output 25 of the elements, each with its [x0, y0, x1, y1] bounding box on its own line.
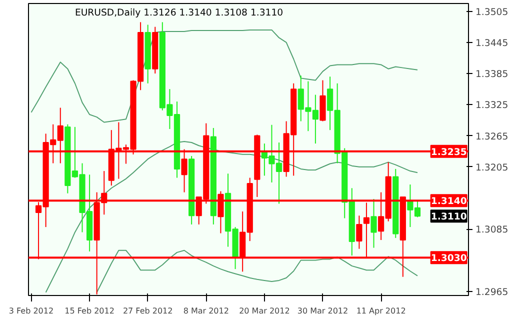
y-tick-label: 1.3205	[476, 162, 508, 174]
y-tick-label: 1.3265	[476, 131, 508, 142]
x-tick-label: 30 Mar 2012	[297, 306, 348, 316]
x-tick-label: 15 Feb 2012	[64, 306, 114, 316]
y-tick-label: 1.3385	[476, 69, 508, 80]
line-series	[30, 29, 418, 123]
candlestick	[370, 198, 377, 248]
x-tick-label: 20 Mar 2012	[239, 306, 290, 316]
x-tick-label: 27 Feb 2012	[122, 306, 173, 316]
ref-line-label: 1.3235	[430, 146, 467, 158]
y-tick-label: 1.3505	[476, 6, 508, 18]
ref-line-label: 1.3140	[430, 196, 468, 208]
text: EURUSD,Daily 1.3126 1.3140 1.3108 1.3110	[74, 8, 284, 18]
line-series	[96, 250, 418, 293]
y-tick-label: 1.3085	[476, 224, 508, 236]
x-tick-label: 8 Mar 2012	[183, 306, 229, 316]
y-tick-label: 1.3445	[476, 38, 508, 49]
y-tick-label: 1.2965	[476, 286, 508, 298]
candlestick	[356, 215, 362, 250]
x-tick-label: 3 Feb 2012	[8, 306, 54, 316]
ref-line-label: 1.3030	[430, 253, 468, 264]
x-tick-label: 11 Apr 2012	[356, 306, 406, 316]
text: 1.3110	[430, 212, 468, 223]
line-series	[45, 140, 418, 293]
y-tick-label: 1.3325	[476, 100, 508, 112]
